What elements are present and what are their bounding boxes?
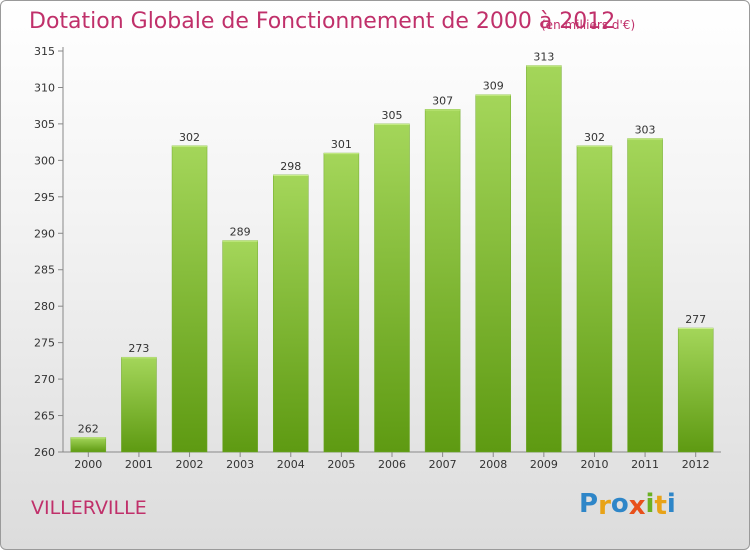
x-tick-label: 2004 — [277, 458, 305, 471]
logo-letter: P — [579, 489, 599, 519]
bar-value-label: 313 — [533, 51, 554, 64]
x-tick-label: 2012 — [682, 458, 710, 471]
x-tick-label: 2005 — [327, 458, 355, 471]
bar-value-label: 305 — [382, 109, 403, 122]
bar-2007 — [424, 109, 461, 453]
logo-letter: x — [628, 491, 646, 521]
y-tick-label: 300 — [34, 154, 55, 167]
bar-2000 — [70, 437, 107, 453]
y-tick-label: 290 — [34, 227, 55, 240]
logo-letter: i — [666, 489, 676, 519]
y-tick-label: 265 — [34, 410, 55, 423]
bar-value-label: 262 — [78, 422, 99, 435]
x-tick-label: 2002 — [176, 458, 204, 471]
x-tick-label: 2008 — [479, 458, 507, 471]
chart-title: Dotation Globale de Fonctionnement de 20… — [29, 9, 616, 34]
bar-2012 — [677, 327, 714, 453]
bar-value-label: 301 — [331, 138, 352, 151]
logo-letter: o — [610, 489, 629, 519]
proxiti-logo[interactable]: Proxiti — [579, 489, 676, 521]
y-tick-label: 260 — [34, 446, 55, 459]
x-tick-label: 2006 — [378, 458, 406, 471]
bar-value-label: 302 — [584, 131, 605, 144]
bar-value-label: 309 — [483, 80, 504, 93]
x-tick-label: 2003 — [226, 458, 254, 471]
bar-2010 — [576, 145, 613, 453]
bar-value-label: 303 — [635, 123, 656, 136]
y-axis: 260 265 270 275 280 285 290 295 300 305 310 315 — [34, 45, 64, 459]
bar-2011 — [627, 138, 663, 453]
bar-value-label: 277 — [685, 313, 706, 326]
x-tick-label: 2000 — [74, 458, 102, 471]
bar-2001 — [121, 356, 157, 453]
bar-2005 — [323, 152, 360, 453]
bar-2006 — [374, 123, 410, 453]
y-tick-label: 280 — [34, 300, 55, 313]
bar-value-label: 273 — [128, 342, 149, 355]
bar-2002 — [171, 145, 208, 453]
y-tick-label: 315 — [34, 45, 55, 58]
x-tick-label: 2011 — [631, 458, 659, 471]
commune-name: VILLERVILLE — [31, 497, 147, 519]
y-tick-label: 310 — [34, 81, 55, 94]
bar-value-label: 302 — [179, 131, 200, 144]
bar-value-label: 307 — [432, 94, 453, 107]
bars: 262 273 302 289 298 301 305 307 309 313 302 303 277 — [70, 51, 714, 453]
y-tick-label: 295 — [34, 191, 55, 204]
bar-2009 — [526, 65, 562, 453]
x-tick-label: 2010 — [580, 458, 608, 471]
bar-2003 — [222, 240, 258, 453]
x-tick-label: 2001 — [125, 458, 153, 471]
bar-value-label: 289 — [230, 226, 251, 239]
bar-2008 — [475, 94, 511, 453]
chart-unit: (en milliers d'€) — [541, 18, 636, 32]
y-tick-label: 305 — [34, 118, 55, 131]
x-tick-label: 2009 — [530, 458, 558, 471]
y-tick-label: 270 — [34, 373, 55, 386]
logo-letter: i — [645, 489, 655, 519]
bar-2004 — [273, 174, 309, 453]
x-tick-label: 2007 — [429, 458, 457, 471]
logo-letter: t — [654, 491, 667, 521]
y-tick-label: 285 — [34, 264, 55, 277]
y-tick-label: 275 — [34, 337, 55, 350]
logo-letter: r — [598, 491, 611, 521]
bar-value-label: 298 — [280, 160, 301, 173]
x-axis: 2000 2001 2002 2003 2004 2005 2006 2007 2008 2009… — [63, 451, 721, 471]
